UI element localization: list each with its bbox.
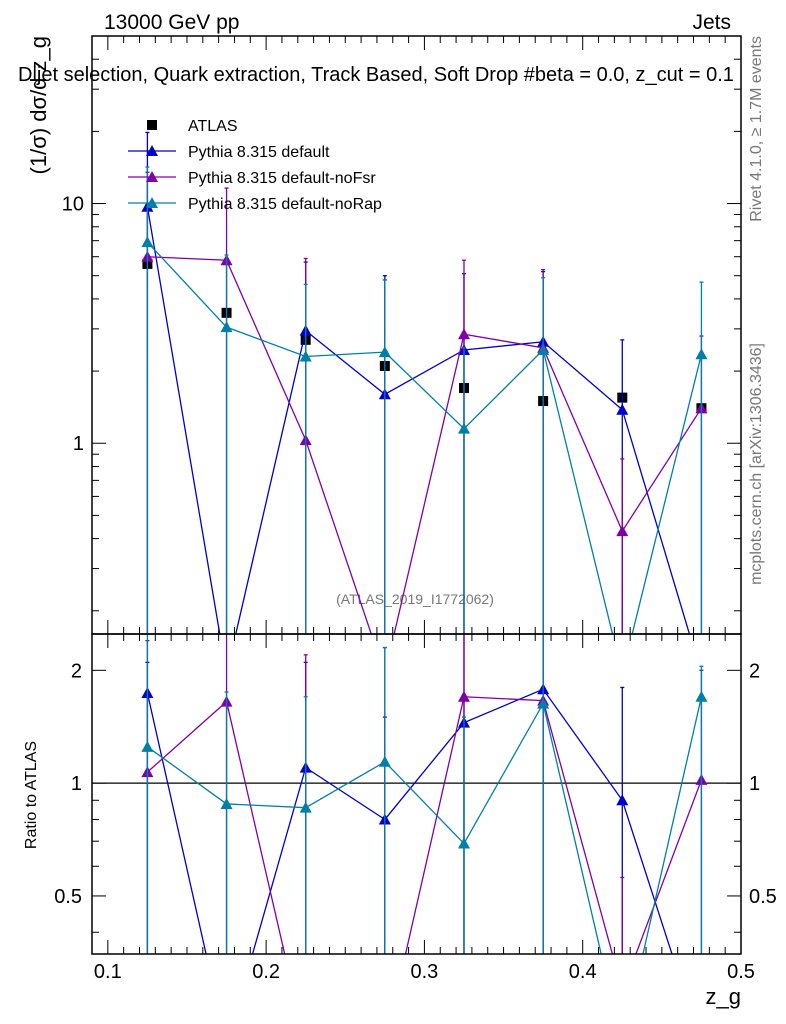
main-series-line xyxy=(146,206,691,634)
analysis-watermark: (ATLAS_2019_I1772062) xyxy=(336,591,494,607)
ratio-axis-ticks: 0.5 0.5 1 1 2 2 0.1 0.2 0.3 0.4 0.5 xyxy=(54,634,777,983)
ratio-y-tick-label: 2 xyxy=(71,660,82,682)
main-series-line xyxy=(147,256,702,634)
legend-entry: ATLAS xyxy=(147,118,238,135)
x-tick-label: 0.3 xyxy=(411,961,439,983)
ratio-data-marker xyxy=(457,837,470,849)
legend-marker xyxy=(146,145,158,156)
legend-label: Pythia 8.315 default xyxy=(188,144,330,161)
main-axis-ticks: 11010^2 xyxy=(62,35,742,634)
ratio-data-marker xyxy=(457,690,470,702)
main-data-marker xyxy=(616,403,629,415)
ratio-y-tick-label-right: 1 xyxy=(749,773,760,795)
legend-label: Pythia 8.315 default-noRap xyxy=(188,196,382,213)
header-category-label: Jets xyxy=(692,11,731,34)
main-series-line xyxy=(146,241,703,634)
x-tick-label: 0.4 xyxy=(569,961,597,983)
main-y-axis-label: (1/σ) dσ/d z_g xyxy=(26,36,51,174)
x-tick-label: 0.1 xyxy=(94,961,122,983)
ratio-y-axis-label: Ratio to ATLAS xyxy=(23,741,40,849)
ratio-data-marker xyxy=(220,797,233,809)
ratio-y-tick-label: 1 xyxy=(71,773,82,795)
main-data-marker xyxy=(457,422,470,434)
ratio-data-marker xyxy=(616,794,629,806)
ratio-series-2 xyxy=(141,634,708,954)
main-data-marker xyxy=(695,348,708,360)
legend-entry: Pythia 8.315 default-noRap xyxy=(128,196,382,213)
ratio-data-marker xyxy=(695,690,708,702)
ratio-series-line xyxy=(146,696,703,954)
ratio-y-tick-label-right: 2 xyxy=(749,660,760,682)
x-tick-label: 0.5 xyxy=(727,961,755,983)
legend: ATLAS Pythia 8.315 default Pythia 8.315 de… xyxy=(128,118,382,213)
legend-label: Pythia 8.315 default-noFsr xyxy=(188,170,376,187)
legend-entry: Pythia 8.315 default xyxy=(128,144,330,161)
ratio-series-line xyxy=(146,688,673,954)
ratio-data-marker xyxy=(616,984,628,995)
main-data-marker xyxy=(220,321,233,333)
ratio-data-marker xyxy=(141,740,154,752)
main-data-marker xyxy=(141,236,154,248)
ratio-series-group xyxy=(141,634,708,995)
main-y-tick-label: 1 xyxy=(73,433,84,455)
main-data-marker xyxy=(537,343,550,355)
legend-marker xyxy=(146,171,158,182)
legend-label: ATLAS xyxy=(188,118,238,135)
header-energy-label: 13000 GeV pp xyxy=(104,11,239,34)
plot-title: Dijet selection, Quark extraction, Track… xyxy=(18,64,734,86)
main-series-group xyxy=(141,131,708,634)
legend-marker xyxy=(146,197,158,208)
mcplots-source-label: mcplots.cern.ch [arXiv:1306.3436] xyxy=(748,343,765,585)
main-data-marker xyxy=(616,525,629,537)
x-axis-label: z_g xyxy=(706,984,741,1009)
ratio-y-tick-label-right: 0.5 xyxy=(749,886,777,908)
legend-entry: Pythia 8.315 default-noFsr xyxy=(128,170,376,187)
ratio-plot-frame xyxy=(91,633,742,955)
legend-marker xyxy=(147,120,157,130)
main-data-marker xyxy=(378,346,391,358)
main-data-marker xyxy=(457,328,470,340)
main-y-tick-label: 10 xyxy=(62,194,84,216)
main-data-marker xyxy=(299,350,312,362)
ratio-series-line xyxy=(147,696,703,954)
rivet-version-label: Rivet 4.1.0, ≥ 1.7M events xyxy=(748,36,765,222)
x-tick-label: 0.2 xyxy=(252,961,280,983)
main-series-3 xyxy=(141,166,708,634)
ratio-data-marker xyxy=(299,801,312,813)
ratio-data-marker xyxy=(378,755,391,767)
ratio-data-marker xyxy=(537,697,550,709)
ratio-y-tick-label: 0.5 xyxy=(54,886,82,908)
